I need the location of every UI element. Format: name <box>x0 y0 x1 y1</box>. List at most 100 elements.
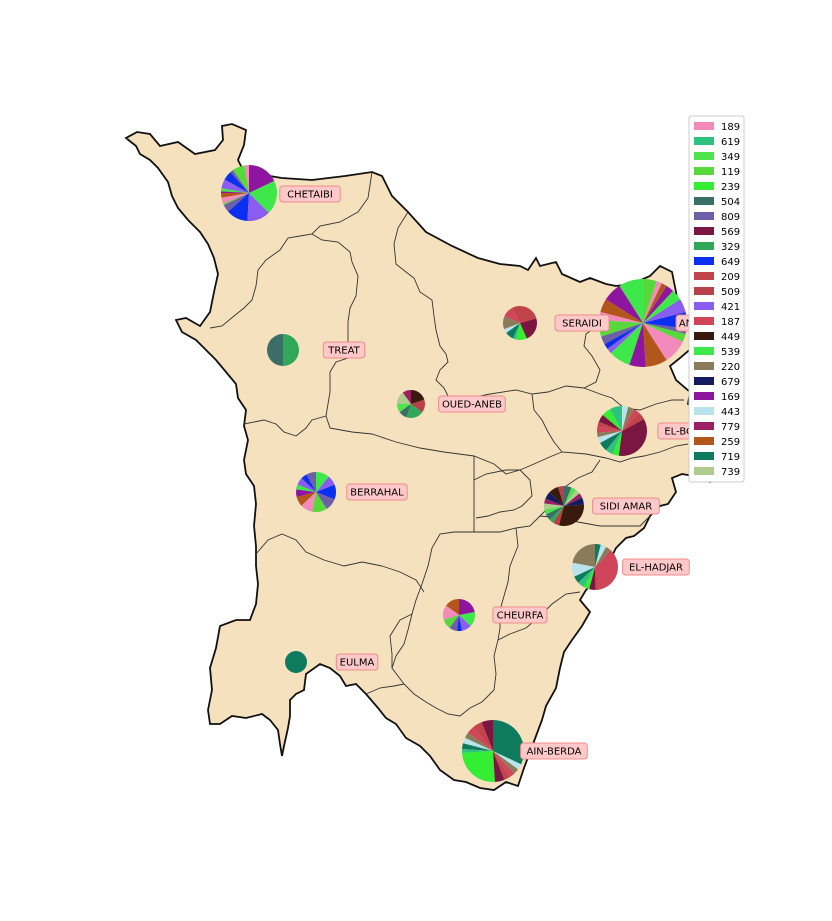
pie-slice <box>316 492 335 509</box>
pie-slice <box>283 334 299 366</box>
label-box <box>346 483 408 501</box>
pie-slice <box>312 492 327 513</box>
legend-swatch <box>694 377 714 385</box>
province-shape <box>124 123 722 791</box>
legend-swatch <box>694 227 714 235</box>
pie-slice <box>643 290 681 323</box>
pie-slice <box>609 406 622 431</box>
pie-slice <box>544 506 564 515</box>
legend-swatch <box>694 437 714 445</box>
pie-layer <box>220 164 687 783</box>
pie-slice <box>411 399 425 413</box>
pie-slice <box>622 409 640 431</box>
pie-slice <box>602 409 622 431</box>
pie-slice <box>599 320 643 337</box>
pie-slice <box>622 406 635 431</box>
pie-slice <box>600 431 622 451</box>
pie-sidi-amar <box>543 485 584 526</box>
pie-slice <box>574 567 595 583</box>
pie-slice <box>459 612 476 626</box>
pie-berrahal <box>296 472 337 513</box>
pie-slice <box>622 406 629 431</box>
label-ain-berda: AIN-BERDA <box>520 742 588 760</box>
label-box <box>438 395 506 413</box>
pie-slice <box>228 193 249 221</box>
commune-name: EULMA <box>340 658 375 669</box>
legend-swatch <box>694 392 714 400</box>
pie-slice <box>595 567 600 590</box>
label-box <box>592 497 660 515</box>
pie-slice <box>564 489 580 506</box>
pie-slice <box>406 404 423 418</box>
pie-slice <box>545 492 564 506</box>
pie-oued-aneb <box>397 390 425 418</box>
pie-slice <box>467 727 493 751</box>
pie-slice <box>543 503 564 510</box>
label-box <box>554 314 610 332</box>
pie-slice <box>473 722 493 751</box>
pie-slice <box>572 562 595 577</box>
pie-slice <box>599 312 643 323</box>
label-berrahal: BERRAHAL <box>346 483 408 501</box>
pie-slice <box>397 392 411 404</box>
border-el-bouni-west <box>531 393 689 463</box>
label-cheurfa: CHEURFA <box>492 606 548 624</box>
label-box <box>322 341 366 359</box>
pie-slice <box>622 412 644 431</box>
province-land <box>124 123 722 791</box>
pie-slice <box>564 497 584 506</box>
pie-slice <box>221 179 249 193</box>
pie-slice <box>520 318 538 339</box>
pie-slice <box>301 474 316 492</box>
border-treat-east <box>311 233 359 429</box>
pie-slice <box>596 426 622 433</box>
pie-slice <box>493 751 519 774</box>
label-oued-aneb: OUED-ANEB <box>438 395 506 413</box>
pie-slice <box>643 279 657 323</box>
pie-slice <box>449 615 459 631</box>
pie-slice <box>459 615 471 631</box>
pie-slice <box>220 191 249 193</box>
legend-label: 504 <box>721 197 740 208</box>
pie-slice <box>296 484 316 492</box>
pie-slice <box>493 751 505 782</box>
legend-label: 119 <box>721 167 740 178</box>
legend-swatch <box>694 137 714 145</box>
border-sidi-amar-east <box>474 459 601 533</box>
legend-swatch <box>694 167 714 175</box>
label-box <box>492 606 548 624</box>
label-box <box>622 558 690 576</box>
pie-slice <box>618 418 647 456</box>
pie-chetaibi <box>220 164 278 222</box>
commune-name: SIDI AMAR <box>600 502 652 513</box>
pie-slice <box>316 472 329 492</box>
pie-slice <box>296 489 316 497</box>
pie-slice <box>316 476 335 492</box>
pie-slice <box>643 323 683 361</box>
border-sidi-amar <box>473 469 533 519</box>
legend-swatch <box>694 122 714 130</box>
pie-slice <box>464 732 493 751</box>
legend-label: 509 <box>721 287 740 298</box>
pie-slice <box>249 164 275 193</box>
pie-slice <box>443 615 459 628</box>
pie-slice <box>643 281 662 323</box>
pie-slice <box>511 306 520 323</box>
pie-slice <box>597 431 622 444</box>
pie-slice <box>443 605 459 620</box>
legend-label: 569 <box>721 227 740 238</box>
pie-slice <box>643 323 667 367</box>
pie-treat <box>267 334 299 366</box>
legend-label: 187 <box>721 317 740 328</box>
legend-label: 809 <box>721 212 740 223</box>
pie-slice <box>516 323 527 340</box>
commune-name: CHETAIBI <box>287 190 333 201</box>
border-eulma-east <box>389 613 413 668</box>
legend-label: 329 <box>721 242 740 253</box>
legend-label: 719 <box>721 452 740 463</box>
pie-slice <box>247 193 269 222</box>
commune-name: EL-BOUNI <box>664 427 711 438</box>
pie-slice <box>267 334 283 366</box>
pie-slice <box>462 751 495 783</box>
